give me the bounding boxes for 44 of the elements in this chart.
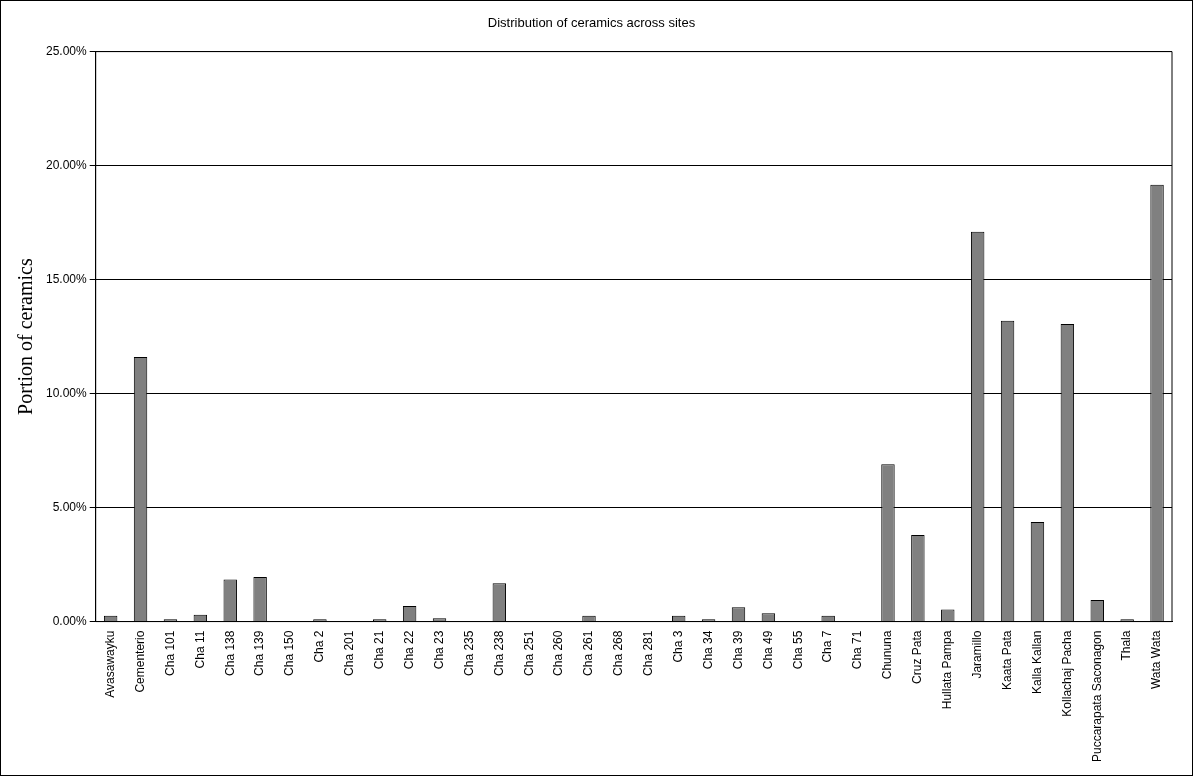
x-tick-label: Cha 268 [611, 630, 626, 676]
x-tick-label: Wata Wata [1149, 630, 1164, 690]
x-tick-label: Cha 281 [641, 630, 656, 676]
x-tick-label: Cha 150 [282, 630, 297, 676]
x-tick-label: Kaata Pata [999, 630, 1014, 690]
x-tick-label: Cha 7 [820, 630, 835, 663]
x-tick-label: Cha 23 [431, 630, 446, 670]
x-tick-label: Cha 11 [192, 630, 207, 669]
x-tick-label: Cha 260 [551, 630, 566, 676]
y-axis-title: Portion of ceramics [14, 258, 37, 415]
x-tick-label: Thala [1119, 630, 1134, 661]
x-tick-label: Cha 22 [401, 630, 416, 670]
x-tick-label: Cha 101 [162, 630, 177, 676]
x-tick-label: Jaramillo [969, 630, 984, 679]
x-tick-label: Cha 238 [491, 630, 506, 676]
x-tick-label: Cementerio [132, 630, 147, 693]
x-tick-label: Cha 71 [850, 630, 865, 670]
x-tick-label: Cha 139 [252, 630, 267, 676]
x-tick-label: Cha 2 [312, 630, 327, 663]
x-tick-label: Cha 235 [461, 630, 476, 676]
x-tick-label: Hullata Pampa [940, 630, 955, 710]
x-tick-label: Kollachaj Pacha [1059, 630, 1074, 717]
x-tick-label: Cha 201 [342, 630, 357, 676]
x-tick-label: Cha 138 [222, 630, 237, 676]
x-tick-label: Cha 261 [581, 630, 596, 676]
y-tick-label: 20.00% [46, 157, 88, 172]
x-tick-label: Cha 49 [760, 630, 775, 670]
x-tick-label: Chununa [880, 630, 895, 680]
x-tick-label: Cha 39 [730, 630, 745, 670]
y-tick-label: 25.00% [46, 43, 88, 58]
x-tick-label: Cha 21 [372, 630, 387, 670]
x-tick-label: Cha 55 [790, 630, 805, 670]
chart-title: Distribution of ceramics across sites [487, 15, 696, 31]
x-tick-label: Puccarapata Saconagon [1089, 630, 1104, 763]
x-tick-label: Kalla Kallan [1029, 630, 1044, 694]
y-tick-label: 10.00% [46, 385, 88, 400]
y-tick-label: 5.00% [52, 499, 88, 514]
y-tick-label: 0.00% [52, 613, 88, 628]
x-tick-label: Avasawayku [102, 630, 117, 698]
x-tick-label: Cruz Pata [910, 630, 925, 684]
x-tick-label: Cha 251 [521, 630, 536, 676]
x-tick-label: Cha 34 [700, 630, 715, 670]
y-tick-label: 15.00% [46, 271, 88, 286]
x-tick-label: Cha 3 [671, 630, 686, 663]
